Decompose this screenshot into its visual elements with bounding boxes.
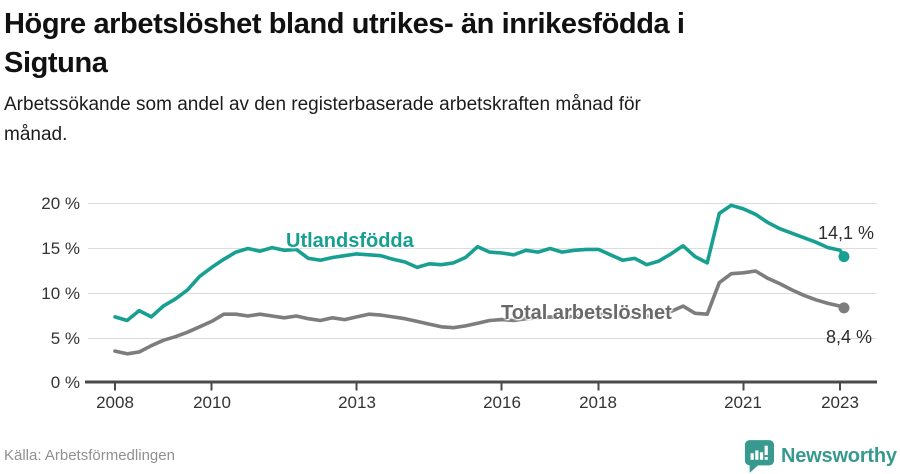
end-value-label-utlandsfodda: 14,1 %	[817, 223, 874, 243]
x-axis-tick-label: 2023	[821, 393, 859, 412]
newsworthy-logo-text: Newsworthy	[781, 445, 897, 467]
newsworthy-logo-icon	[744, 440, 774, 473]
y-axis-tick-label: 0 %	[50, 373, 80, 392]
source-note: Källa: Arbetsförmedlingen	[4, 447, 175, 464]
series-end-dot-0	[838, 251, 850, 263]
x-axis-tick-label: 2021	[724, 393, 762, 412]
newsworthy-logo: Newsworthy	[744, 440, 897, 473]
chart-subtitle: Arbetssökande som andel av den registerb…	[4, 94, 641, 145]
page-title: Högre arbetslöshet bland utrikes- än inr…	[4, 8, 685, 79]
series-line-1	[113, 269, 846, 356]
y-axis-tick-label: 15 %	[41, 239, 80, 258]
x-axis-tick-label: 2010	[193, 393, 231, 412]
y-axis-tick-label: 20 %	[41, 194, 80, 213]
series-end-dot-1	[838, 302, 850, 314]
x-axis-tick-label: 2018	[579, 393, 617, 412]
x-axis-tick-label: 2016	[483, 393, 521, 412]
series-label-utlandsfodda: Utlandsfödda	[286, 230, 414, 252]
series-label-total-arbetsloshet: Total arbetslöshet	[501, 302, 672, 324]
y-axis-tick-label: 10 %	[41, 284, 80, 303]
end-value-label-total: 8,4 %	[825, 327, 872, 347]
y-axis-tick-label: 5 %	[50, 329, 80, 348]
series-line-0	[113, 203, 846, 323]
x-axis-tick-label: 2008	[96, 393, 134, 412]
x-axis-tick-label: 2013	[338, 393, 376, 412]
